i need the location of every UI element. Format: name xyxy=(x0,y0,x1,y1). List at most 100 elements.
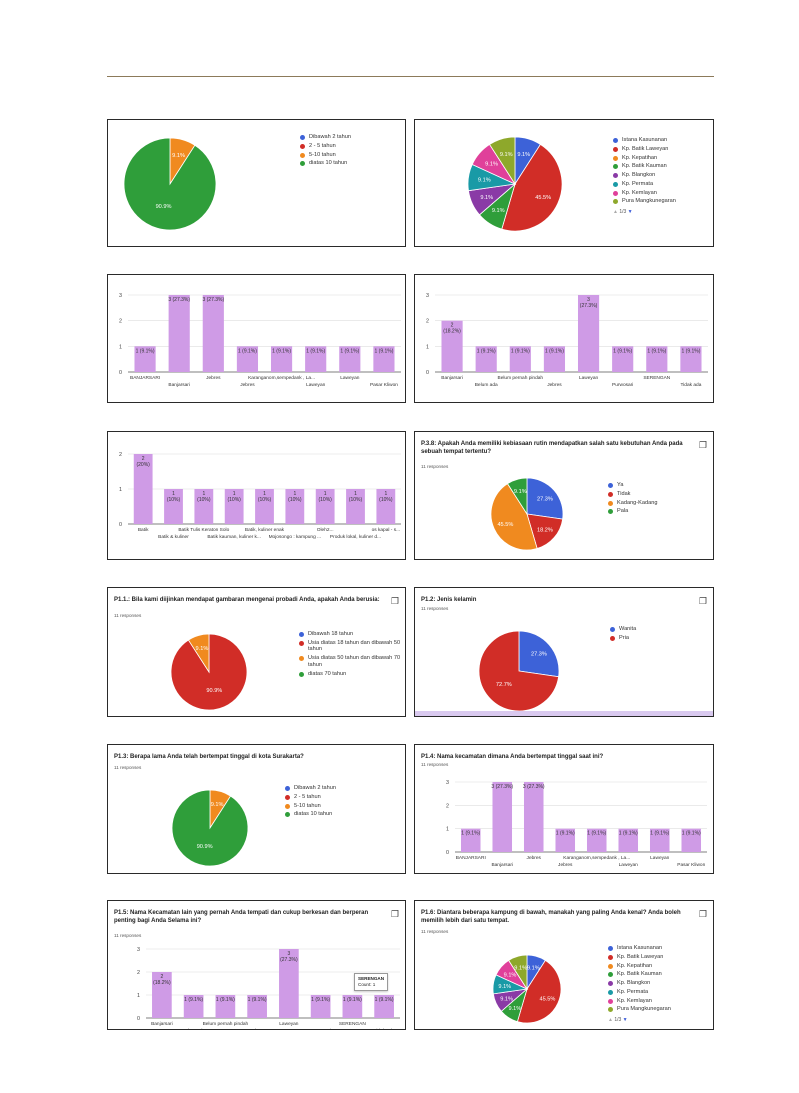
x-tick-label: Tidak ada xyxy=(374,1028,395,1030)
legend-item: 5-10 tahun xyxy=(285,803,336,810)
responses-count: 11 responses xyxy=(114,765,142,770)
bar-data-label: (27.3%) xyxy=(580,303,598,309)
legend-label: Usia diatas 18 tahun dan dibawah 50 tahu… xyxy=(308,639,401,653)
legend: Ya Tidak Kadang-Kadang Pala xyxy=(608,482,657,517)
pie-data-label: 9.1% xyxy=(527,965,540,971)
copy-icon[interactable]: ❐ xyxy=(698,909,707,919)
legend-swatch xyxy=(613,164,618,170)
bar xyxy=(374,995,394,1018)
bar xyxy=(255,489,274,524)
legend-label: Kp. Batik Laweyan xyxy=(617,953,664,960)
bar-data-label: 3 (27.3%) xyxy=(491,784,513,790)
copy-icon[interactable]: ❐ xyxy=(390,909,399,919)
bar-data-label: 2 xyxy=(142,456,145,462)
legend-label: Kp. Blangkon xyxy=(622,172,656,179)
bar xyxy=(376,489,396,524)
legend-label: diatas 10 tahun xyxy=(309,160,348,167)
x-tick-label: Purwosari xyxy=(310,1028,331,1030)
pie-panel-p13-duration: P1.3: Berapa lama Anda telah bertempat t… xyxy=(107,744,406,874)
legend-label: Dibawah 2 tahun xyxy=(294,785,336,791)
bar xyxy=(586,828,607,852)
legend-item: Kp. Batik Kauman xyxy=(608,971,671,978)
x-tick-label: Karanganom,sempedank , La... xyxy=(248,375,315,381)
x-tick-label: Karanganom,sempedank , La... xyxy=(563,855,630,861)
legend-swatch xyxy=(613,138,618,143)
legend-item: Tidak xyxy=(608,491,657,498)
legend-item: diatas 10 tahun xyxy=(300,160,351,167)
bar xyxy=(152,972,172,1018)
x-tick-label: Jebres xyxy=(250,1028,265,1030)
legend-item: Kp. Kepatihan xyxy=(613,155,676,162)
pie-chart: 27.3% 72.7% xyxy=(478,630,560,712)
pie-chart: 9.1%45.5%9.1%9.1%9.1%9.1%9.1% xyxy=(467,136,563,232)
bar xyxy=(168,295,190,372)
bar-data-label: (10%) xyxy=(167,497,181,503)
legend-pager[interactable]: ▲ 1/3 ▼ xyxy=(613,209,676,215)
legend-label: Kp. Kemlayan xyxy=(622,189,657,196)
tooltip-title: SERENGAN xyxy=(358,976,385,981)
legend-swatch xyxy=(608,963,613,969)
bar-data-label: (20%) xyxy=(136,462,150,468)
legend-label: Kp. Kepatihan xyxy=(617,962,653,969)
pager-down-icon[interactable]: ▼ xyxy=(626,209,633,216)
bar xyxy=(646,346,668,372)
legend-label: diatas 70 tahun xyxy=(308,670,347,677)
responses-count: 11 responses xyxy=(114,933,142,938)
y-tick-label: 0 xyxy=(119,370,122,376)
bar xyxy=(279,949,299,1018)
x-tick-label: Jebres xyxy=(527,855,542,861)
bar-data-label: 1 (9.1%) xyxy=(545,348,564,354)
bar xyxy=(523,782,544,852)
copy-icon[interactable]: ❐ xyxy=(698,596,707,606)
y-tick-label: 3 xyxy=(446,780,449,786)
legend-swatch xyxy=(285,794,290,800)
legend-swatch xyxy=(608,989,613,995)
bar xyxy=(133,454,153,524)
bar-data-label: 1 (9.1%) xyxy=(650,831,669,837)
bar-data-label: (18.2%) xyxy=(443,329,461,335)
x-tick-label: Pasar Kliwon xyxy=(677,862,705,868)
copy-icon[interactable]: ❐ xyxy=(698,440,707,450)
x-tick-label: Laweyan xyxy=(579,375,599,381)
legend-swatch xyxy=(285,812,290,818)
pager-down-icon[interactable]: ▼ xyxy=(621,1017,628,1024)
pager-label: 1/3 xyxy=(614,1017,622,1024)
bar-panel-kebutuhan: 0 1 2 2 (20%) Batik 1 (10%) Batik & kuliner 1 (10%… xyxy=(107,431,406,560)
legend-pager[interactable]: ▲ 1/3 ▼ xyxy=(608,1017,671,1023)
bar xyxy=(224,489,244,524)
bar-data-label: 1 (9.1%) xyxy=(184,997,203,1003)
legend-swatch xyxy=(608,998,613,1004)
legend-item: Kp. Batik Laweyan xyxy=(613,146,676,153)
bar xyxy=(310,995,331,1018)
y-tick-label: 2 xyxy=(137,970,140,976)
legend-label: Pria xyxy=(619,634,629,641)
x-tick-label: Batik Tulis Keraton Solo xyxy=(178,527,229,533)
bar xyxy=(134,346,156,372)
legend-swatch xyxy=(300,161,305,167)
y-tick-label: 2 xyxy=(119,319,122,325)
legend-item: Pura Mangkunegaran xyxy=(608,1006,671,1013)
x-tick-label: Laweyan xyxy=(279,1021,299,1027)
bar-data-label: (18.2%) xyxy=(153,980,171,986)
legend-item: Ya xyxy=(608,482,657,489)
bar-data-label: (27.3%) xyxy=(280,957,298,963)
bar-data-label: 1 (9.1%) xyxy=(613,348,632,354)
legend-item: diatas 70 tahun xyxy=(299,671,401,678)
bar xyxy=(649,828,670,852)
tooltip-value: Count: 1 xyxy=(358,982,376,987)
panel-title: P1.5: Nama Kecamatan lain yang pernah An… xyxy=(114,910,369,924)
panel-title: P.3.8: Apakah Anda memiliki kebiasaan ru… xyxy=(421,441,683,455)
pager-up-icon[interactable]: ▲ xyxy=(608,1017,615,1024)
legend-label: Usia diatas 50 tahun dan dibawah 70 tahu… xyxy=(308,655,401,668)
x-tick-label: Oleh2... xyxy=(317,527,334,533)
legend-swatch xyxy=(608,491,613,497)
legend-label: Dibawah 18 tahun xyxy=(308,631,354,637)
pie-data-label: 9.1% xyxy=(196,646,209,652)
copy-icon[interactable]: ❐ xyxy=(390,596,399,606)
pie-slice xyxy=(516,959,562,1024)
pie-data-label: 9.1% xyxy=(514,965,527,971)
pager-up-icon[interactable]: ▲ xyxy=(613,209,620,216)
panel-title: P1.6: Diantara beberapa kampung di bawah… xyxy=(421,910,681,924)
